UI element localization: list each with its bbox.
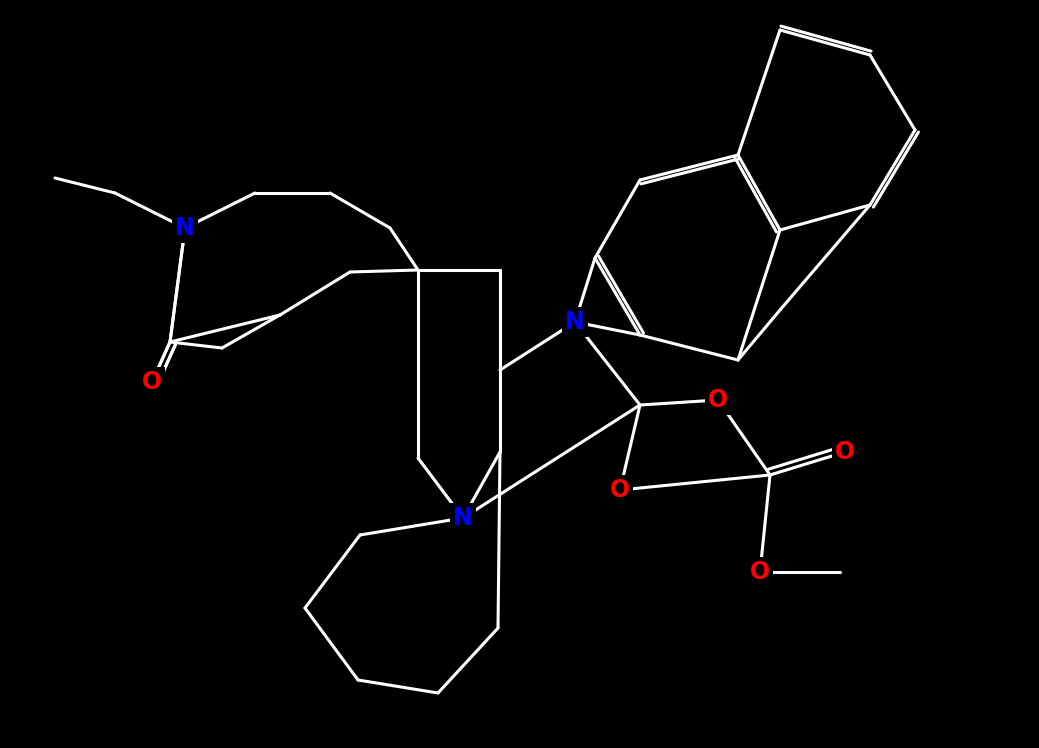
Text: N: N	[176, 216, 195, 240]
Text: N: N	[453, 506, 473, 530]
Text: O: O	[750, 560, 770, 584]
Text: O: O	[142, 370, 162, 394]
Text: O: O	[708, 388, 728, 412]
Text: O: O	[835, 440, 855, 464]
Text: N: N	[565, 310, 585, 334]
Text: O: O	[610, 478, 630, 502]
